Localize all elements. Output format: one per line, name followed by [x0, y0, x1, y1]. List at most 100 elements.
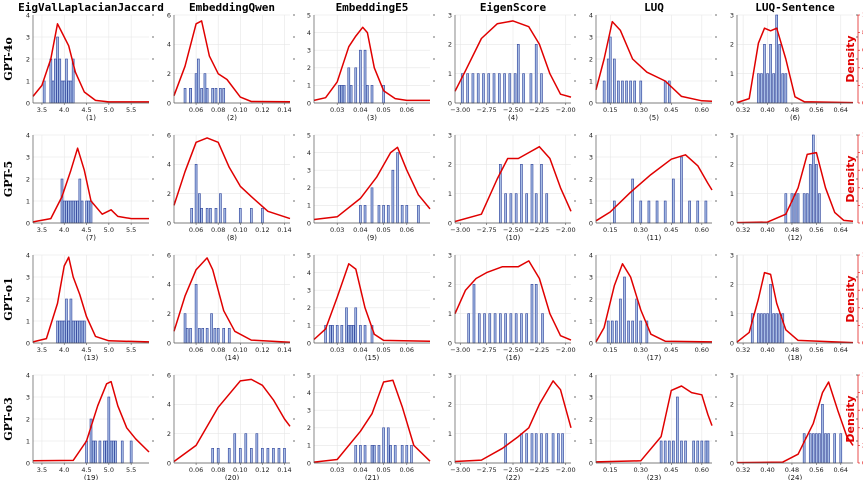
histogram-bar: [763, 313, 766, 344]
panel-label: (9): [367, 234, 377, 242]
y-tick-label: 2: [730, 281, 734, 289]
histogram-bar: [114, 440, 117, 464]
histogram-bar: [508, 73, 512, 104]
histogram-bar: [78, 178, 82, 224]
kde-curve: [313, 26, 430, 102]
x-tick-label: 0.15: [603, 466, 617, 474]
x-tick-label: 0.60: [695, 106, 709, 114]
y-tick-label: 1: [448, 310, 452, 318]
histogram-bar: [227, 328, 231, 344]
y-tick-label: 1: [26, 437, 30, 445]
histogram-bar: [255, 433, 259, 464]
kde-curve: [454, 380, 572, 463]
histogram-bar: [194, 164, 198, 224]
y-tick-label: 4: [167, 161, 171, 169]
panel-9: [313, 134, 435, 225]
x-tick-label: 4.5: [81, 226, 91, 234]
y-tick-label: 2: [448, 41, 452, 49]
x-tick-label: 3.5: [37, 106, 47, 114]
histogram-bar: [602, 80, 606, 104]
y-tick-label: 2: [307, 64, 311, 72]
histogram-bar: [545, 193, 549, 224]
x-tick-label: 0.06: [400, 106, 414, 114]
panel-23: [595, 374, 717, 465]
x-tick-label: 0.03: [330, 106, 344, 114]
y-tick-label: 2: [26, 295, 30, 303]
x-tick-label: −3.00: [450, 106, 470, 114]
histogram-bar: [205, 328, 209, 344]
panel-8: [173, 134, 295, 225]
y-tick-label: 3: [730, 371, 734, 379]
histogram-bar: [529, 73, 533, 104]
histogram-bar: [497, 73, 501, 104]
histogram-bar: [227, 448, 231, 464]
panel-label: (15): [365, 354, 380, 362]
y-tick-label: 4: [307, 29, 311, 37]
histogram-bar: [483, 313, 486, 344]
y-tick-label: 0: [730, 99, 734, 107]
histogram-bar: [69, 200, 73, 224]
x-tick-label: 0.32: [736, 466, 750, 474]
histogram-bar: [534, 284, 538, 344]
histogram-bar: [769, 44, 772, 104]
x-tick-label: 4.0: [59, 466, 69, 474]
density-label: Density: [844, 155, 857, 202]
histogram-bar: [211, 88, 214, 104]
histogram-bar: [696, 200, 700, 224]
histogram-bar: [545, 433, 549, 464]
y-tick-label: 3: [26, 153, 30, 161]
row-title: GPT-5: [2, 161, 15, 197]
histogram-bar: [250, 208, 253, 224]
x-tick-label: 0.64: [834, 346, 848, 354]
y-tick-label: 3: [730, 131, 734, 139]
histogram-bar: [91, 440, 95, 464]
histogram-bar: [400, 445, 404, 464]
density-label: Density: [844, 35, 857, 82]
histogram-bar: [345, 307, 348, 344]
y-tick-label: 3: [448, 251, 452, 259]
histogram-bar: [76, 320, 79, 344]
histogram-bar: [71, 320, 75, 344]
y-tick-label: 2: [167, 430, 171, 438]
histogram-bar: [382, 427, 385, 464]
panel-2: [173, 14, 295, 105]
y-tick-label: 0: [589, 99, 593, 107]
histogram-bar: [704, 200, 708, 224]
histogram-bar: [60, 178, 64, 224]
y-tick-label: 1: [589, 77, 593, 85]
histogram-bar: [400, 205, 404, 224]
y-tick-label: 0: [26, 219, 30, 227]
histogram-bar: [781, 73, 785, 104]
x-tick-label: 0.14: [277, 466, 291, 474]
y-tick-label: 3: [307, 407, 311, 415]
y-tick-label: 0: [26, 339, 30, 347]
histogram-bar: [417, 205, 420, 224]
x-tick-label: 4.5: [81, 346, 91, 354]
panel-11: [595, 134, 717, 225]
histogram-bar: [530, 284, 534, 344]
histogram-bar: [386, 205, 390, 224]
x-tick-label: 0.45: [664, 106, 678, 114]
kde-curve: [595, 154, 713, 222]
x-tick-label: 0.10: [233, 106, 247, 114]
panel-16: [454, 254, 576, 345]
y-tick-label: 3: [730, 251, 734, 259]
histogram-bar: [233, 433, 237, 464]
histogram-bar: [203, 73, 207, 104]
y-tick-label: 1: [26, 77, 30, 85]
kde-curve: [173, 20, 291, 103]
panel-label: (12): [788, 234, 803, 242]
panel-label: (3): [367, 114, 377, 122]
histogram-bar: [613, 200, 616, 224]
y-tick-label: 4: [589, 371, 593, 379]
histogram-bar: [51, 80, 55, 104]
x-tick-label: 4.0: [59, 346, 69, 354]
panel-label: (1): [86, 114, 96, 122]
x-tick-label: 5.5: [126, 466, 136, 474]
panel-6: [736, 14, 858, 105]
histogram-bar: [504, 313, 507, 344]
x-tick-label: −3.00: [450, 226, 470, 234]
y-tick-label: 6: [167, 131, 171, 139]
x-tick-label: 5.5: [126, 346, 136, 354]
